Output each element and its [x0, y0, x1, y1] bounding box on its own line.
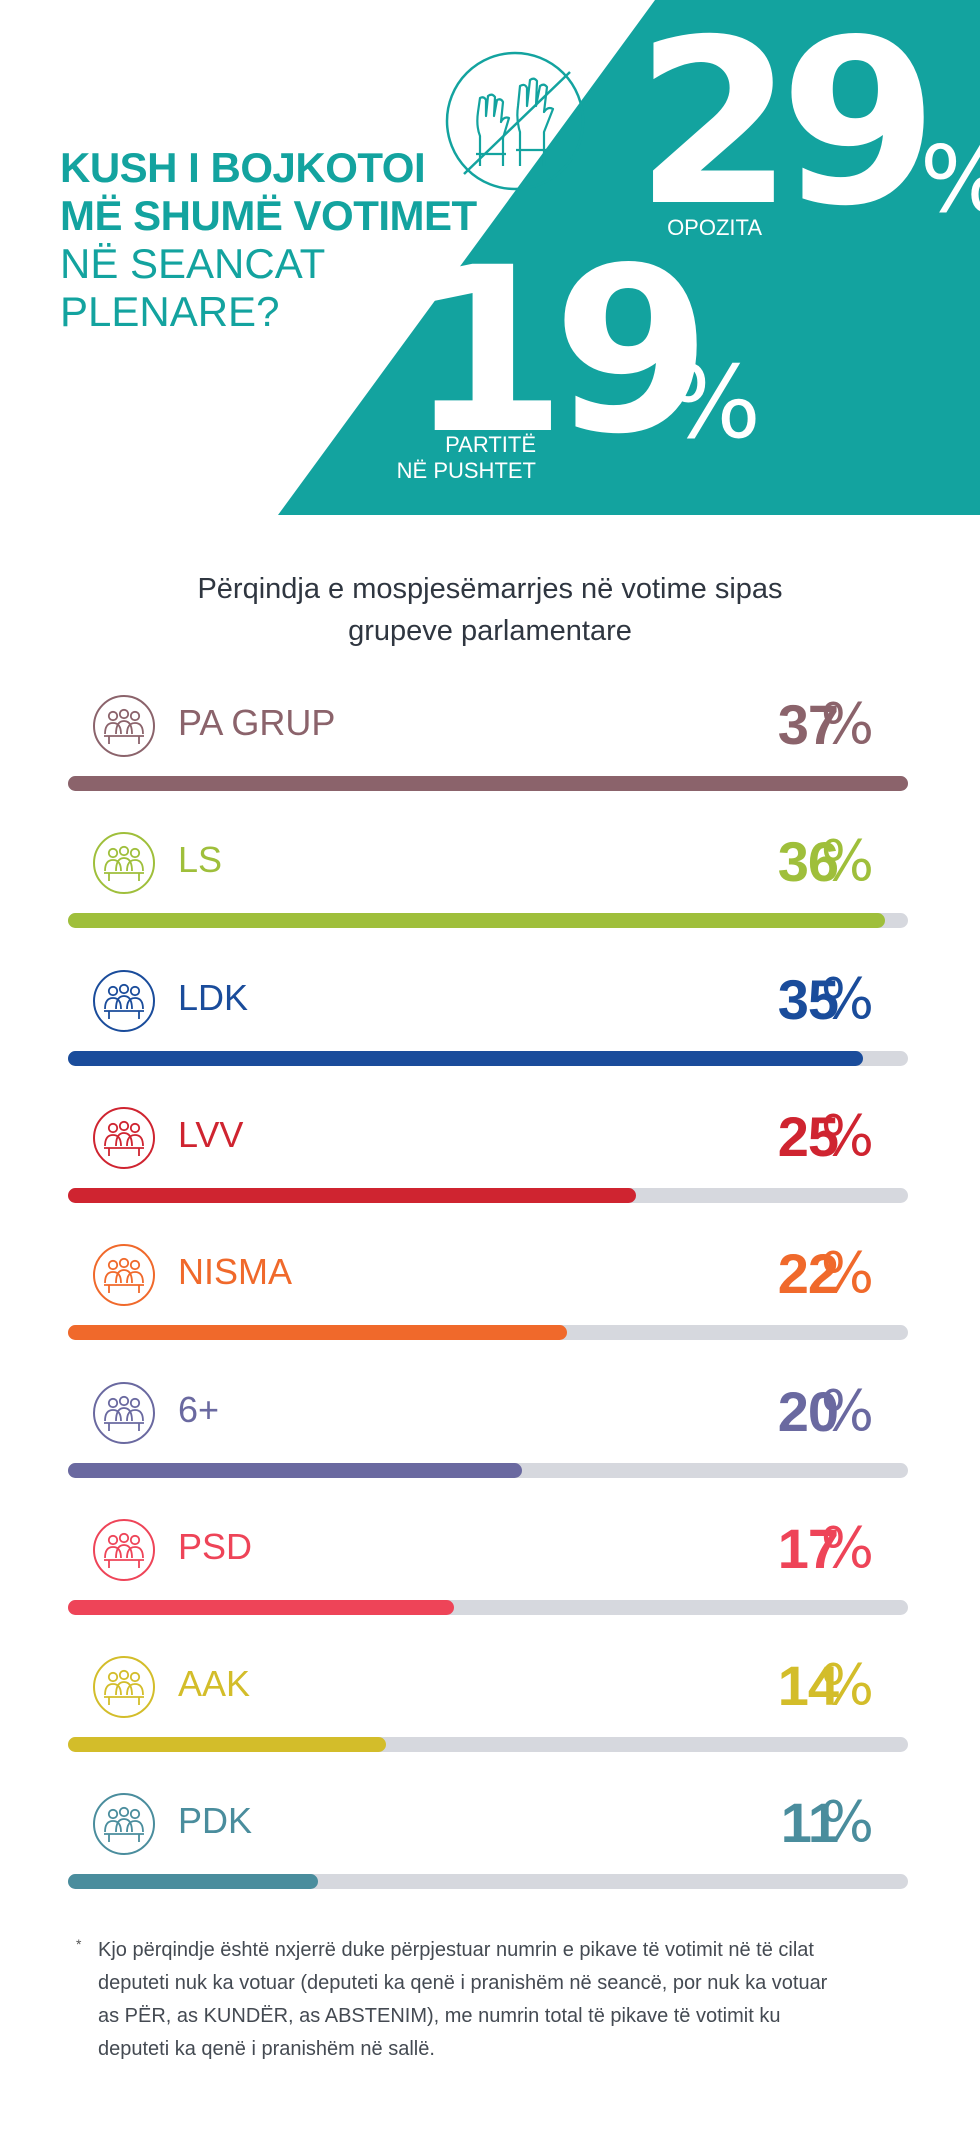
- bar-category-label: LDK: [178, 977, 249, 1018]
- group-people-icon: [93, 1519, 155, 1581]
- bar-category-label: PDK: [178, 1800, 253, 1841]
- bar-track: [68, 776, 908, 791]
- group-people-icon: [93, 1656, 155, 1718]
- bar-category-label: PSD: [178, 1526, 253, 1567]
- bar-category-label: LS: [178, 839, 223, 880]
- bar-row: PDK 11%: [68, 1786, 908, 1896]
- bar-row: 6+ 20%: [68, 1375, 908, 1485]
- bar-percent-sign: %: [820, 1516, 874, 1581]
- group-people-icon: [93, 970, 155, 1032]
- bar-row: NISMA 22%: [68, 1237, 908, 1347]
- bar-row: LS 36%: [68, 825, 908, 935]
- bar: [68, 1600, 454, 1615]
- bar-value-label: 25: [777, 1105, 839, 1168]
- opposition-percent-sign: %: [920, 130, 980, 230]
- group-people-icon: [93, 832, 155, 894]
- ruling-percent-sign: %: [666, 344, 762, 461]
- bar-percent-sign: %: [820, 1653, 874, 1718]
- bar-percent-sign: %: [820, 967, 874, 1032]
- bar-row: LVV 25%: [68, 1100, 908, 1210]
- footnote-line: Kjo përqindje është nxjerrë duke përpjes…: [98, 1939, 814, 1961]
- hero-title: KUSH I BOJKOTOI MË SHUMË VOTIMET NË SEAN…: [60, 144, 477, 336]
- bar-track: [68, 1188, 908, 1203]
- bar-track: [68, 1325, 908, 1340]
- bar-percent-sign: %: [820, 1790, 874, 1855]
- raised-hands-crossed-icon: [445, 51, 585, 191]
- footnote-text: Kjo përqindje është nxjerrë duke përpjes…: [98, 1934, 827, 2066]
- footnote-marker: *: [76, 1936, 82, 1952]
- bar-percent-sign: %: [820, 1104, 874, 1169]
- bar-track: [68, 1051, 908, 1066]
- group-people-icon: [93, 1107, 155, 1169]
- chart-title: Përqindja e mospjesëmarrjes në votime si…: [0, 568, 980, 652]
- footnote-line: as PËR, as KUNDËR, as ABSTENIM), me numr…: [98, 2005, 781, 2027]
- hero-background: [278, 0, 980, 515]
- bar-value-label: 36: [777, 830, 839, 893]
- bar-track: [68, 1600, 908, 1615]
- bar-percent-sign: %: [820, 692, 874, 757]
- bar: [68, 776, 908, 791]
- bar: [68, 1188, 636, 1203]
- ruling-label-line1: PARTITË: [445, 432, 536, 457]
- bar-percent-sign: %: [820, 1241, 874, 1306]
- bar: [68, 1325, 567, 1340]
- bar-category-label: AAK: [178, 1663, 251, 1704]
- bar-row: LDK 35%: [68, 963, 908, 1073]
- hero-title-line1: KUSH I BOJKOTOI: [60, 144, 426, 191]
- bar-value-label: 17: [777, 1517, 839, 1580]
- group-people-icon: [93, 1244, 155, 1306]
- bar-value-label: 35: [777, 968, 839, 1031]
- opposition-value: 29: [635, 0, 938, 256]
- bar: [68, 1874, 318, 1889]
- bar-category-label: 6+: [178, 1389, 220, 1430]
- bar-value-label: 22: [777, 1242, 839, 1305]
- bar: [68, 1463, 522, 1478]
- ruling-label: PARTITË NË PUSHTET: [340, 432, 536, 484]
- bar-track: [68, 1874, 908, 1889]
- bar: [68, 1051, 863, 1066]
- bar-track: [68, 1463, 908, 1478]
- bar: [68, 913, 885, 928]
- bar-track: [68, 913, 908, 928]
- bar-category-label: PA GRUP: [178, 702, 336, 743]
- bar-track: [68, 1737, 908, 1752]
- hero-title-line3: NË SEANCAT: [60, 240, 326, 287]
- hero-title-line2: MË SHUMË VOTIMET: [60, 192, 477, 239]
- bar-percent-sign: %: [820, 829, 874, 894]
- footnote-line: deputeti ka qenë i pranishëm në sallë.: [98, 2038, 435, 2060]
- bar-row: PA GRUP 37%: [68, 688, 908, 798]
- hero-title-line4: PLENARE?: [60, 288, 280, 335]
- bar-row: PSD 17%: [68, 1512, 908, 1622]
- bar-category-label: LVV: [178, 1114, 244, 1155]
- bar-category-label: NISMA: [178, 1251, 293, 1292]
- bar-value-label: 37: [777, 693, 839, 756]
- bar-value-label: 11: [780, 1791, 839, 1854]
- group-people-icon: [93, 1793, 155, 1855]
- bar-percent-sign: %: [820, 1379, 874, 1444]
- ruling-value: 19: [408, 218, 711, 484]
- ruling-label-line2: NË PUSHTET: [396, 458, 536, 483]
- bar-row: AAK 14%: [68, 1649, 908, 1759]
- bar: [68, 1737, 386, 1752]
- chart-title-line1: Përqindja e mospjesëmarrjes në votime si…: [197, 573, 783, 605]
- bar-value-label: 20: [777, 1380, 839, 1443]
- group-people-icon: [93, 1382, 155, 1444]
- group-people-icon: [93, 695, 155, 757]
- teal-triangle: [278, 0, 980, 515]
- hero-section: KUSH I BOJKOTOI MË SHUMË VOTIMET NË SEAN…: [0, 0, 980, 515]
- footnote-line: deputeti nuk ka votuar (deputeti ka qenë…: [98, 1972, 828, 1994]
- bar-value-label: 14: [777, 1654, 839, 1717]
- opposition-label: OPOZITA: [667, 215, 762, 240]
- chart-title-line2: grupeve parlamentare: [348, 615, 632, 647]
